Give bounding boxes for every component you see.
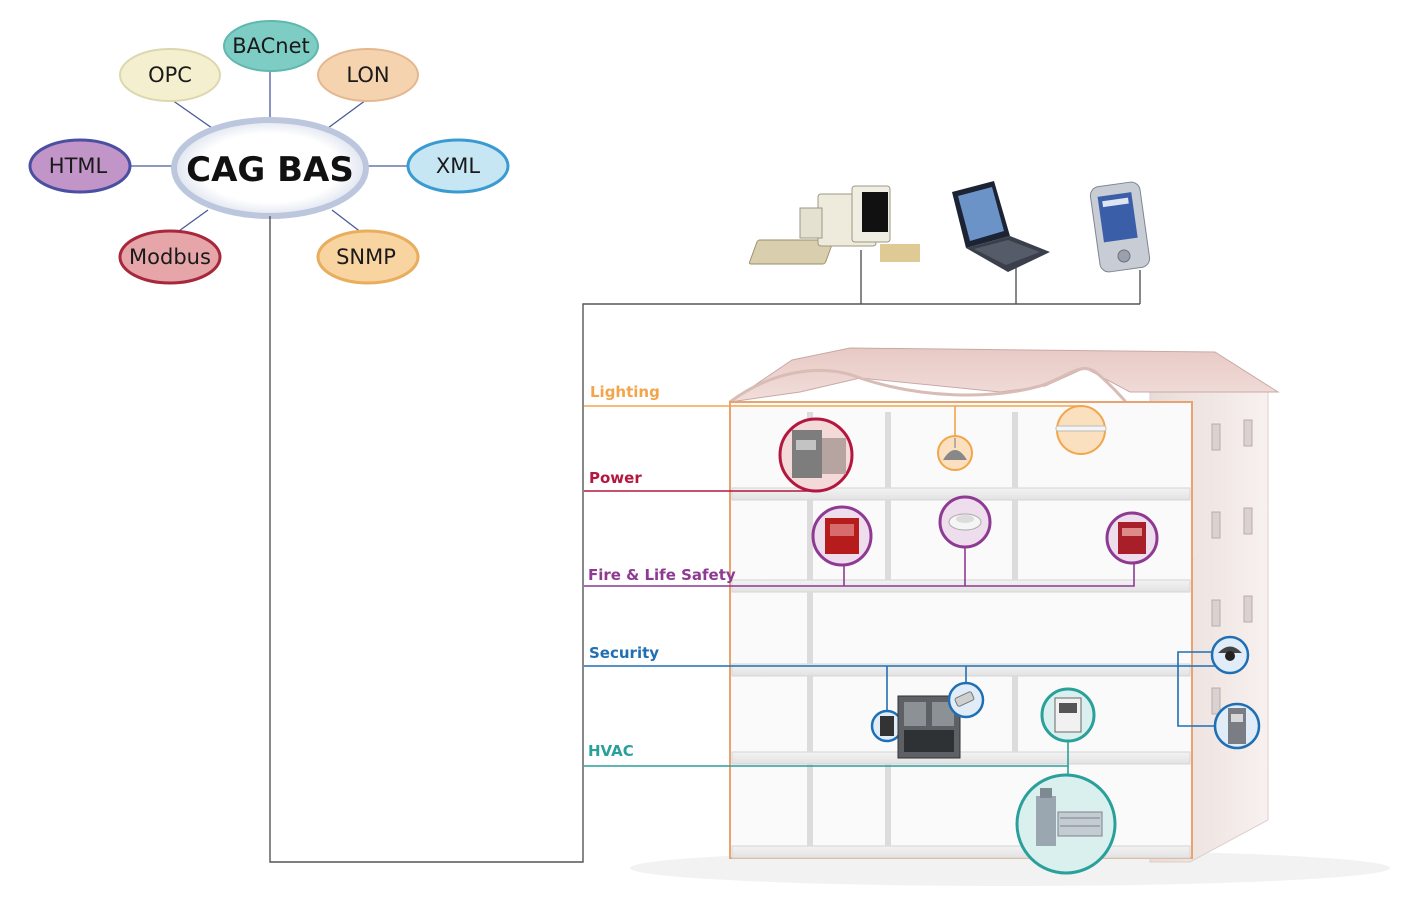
hub-node: CAG BAS <box>174 120 366 216</box>
smoke-detector-icon <box>940 497 990 547</box>
chiller-plant-icon <box>1017 775 1115 873</box>
laptop-icon <box>952 181 1050 272</box>
switchgear-icon <box>780 419 852 491</box>
dome-camera-icon <box>1212 637 1248 673</box>
protocol-lon: LON <box>318 49 418 101</box>
system-label-lighting: Lighting <box>590 383 660 401</box>
pendant-light-icon <box>938 436 972 470</box>
protocol-snmp: SNMP <box>318 231 418 283</box>
protocol-modbus: Modbus <box>120 231 220 283</box>
protocol-opc: OPC <box>120 49 220 101</box>
handheld-pda-icon <box>1089 181 1150 273</box>
protocol-label: HTML <box>49 154 108 178</box>
building <box>630 348 1390 886</box>
protocol-hub-group: CAG BAS BACnet OPC LON HTML XML Modbus <box>30 21 508 283</box>
system-label-fire: Fire & Life Safety <box>588 566 736 584</box>
protocol-label: Modbus <box>129 245 211 269</box>
protocol-label: OPC <box>148 63 192 87</box>
desktop-computer-icon <box>749 186 920 264</box>
door-access-icon <box>1215 704 1259 748</box>
protocol-bacnet: BACnet <box>224 21 318 71</box>
system-label-power: Power <box>589 469 642 487</box>
fire-alarm-panel-icon <box>813 507 871 565</box>
protocol-label: LON <box>346 63 389 87</box>
hub-label: CAG BAS <box>186 150 354 190</box>
protocol-label: XML <box>436 154 481 178</box>
protocol-xml: XML <box>408 140 508 192</box>
protocol-html: HTML <box>30 140 130 192</box>
system-labels: Lighting Power Fire & Life Safety Securi… <box>588 383 736 760</box>
system-label-security: Security <box>589 644 659 662</box>
security-camera-icon <box>949 683 983 717</box>
fire-control-panel-icon <box>1107 513 1157 563</box>
protocol-label: SNMP <box>336 245 396 269</box>
protocol-label: BACnet <box>232 34 310 58</box>
ceiling-light-icon <box>1056 406 1106 454</box>
thermostat-controller-icon <box>1042 689 1094 741</box>
system-label-hvac: HVAC <box>588 742 634 760</box>
